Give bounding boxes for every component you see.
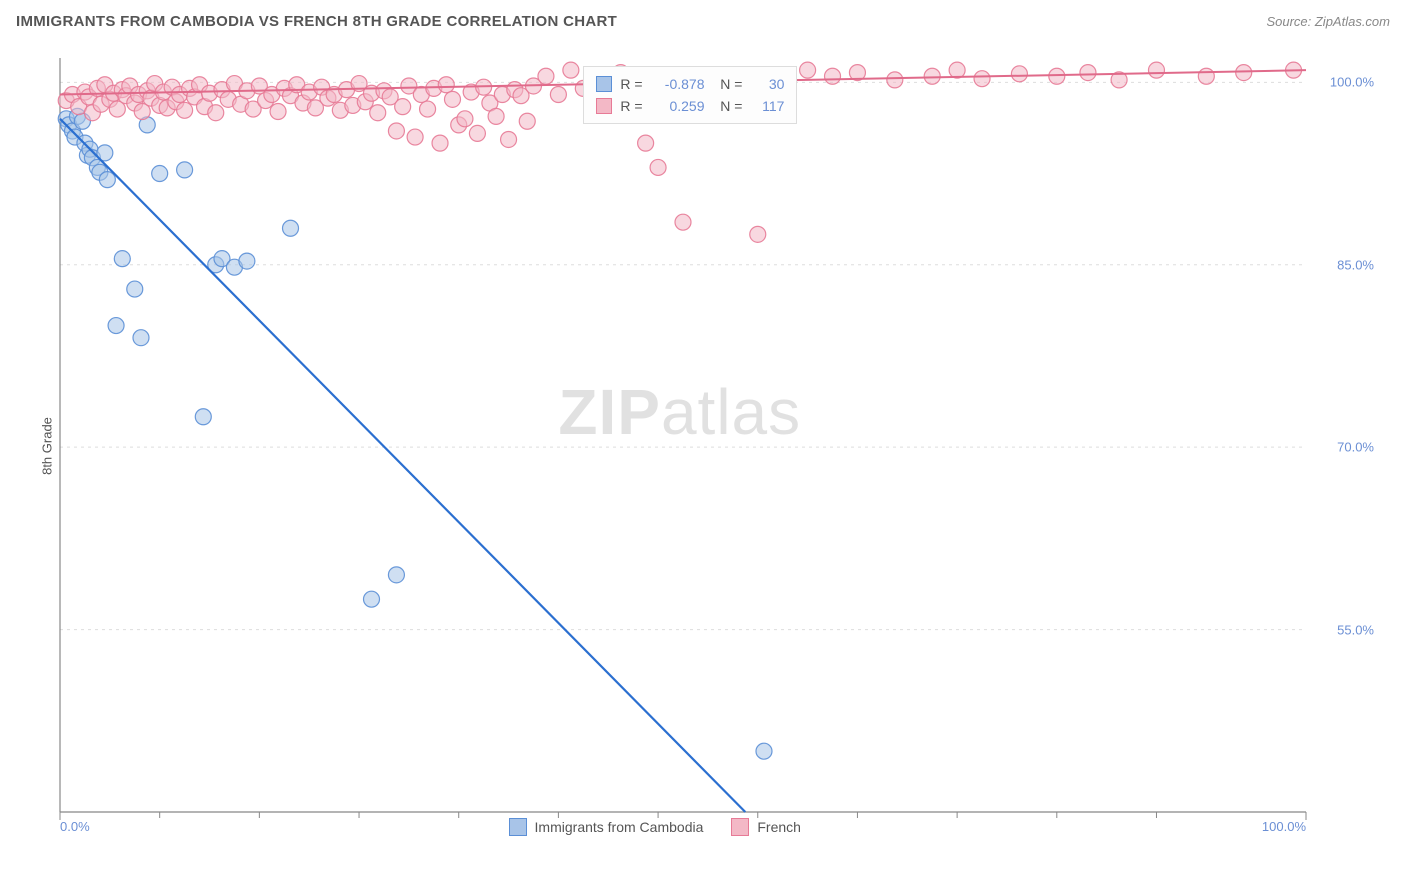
- chart-svg: [56, 48, 1380, 840]
- legend-row: R = -0.878 N = 30: [596, 73, 784, 95]
- r-label: R =: [620, 73, 642, 95]
- y-tick-label: 70.0%: [1337, 440, 1374, 455]
- n-label: N =: [713, 95, 743, 117]
- source-link[interactable]: ZipAtlas.com: [1315, 14, 1390, 29]
- legend-swatch: [731, 818, 749, 836]
- r-value: -0.878: [651, 73, 705, 95]
- legend-swatch: [596, 76, 612, 92]
- y-tick-label: 100.0%: [1330, 75, 1374, 90]
- r-value: 0.259: [651, 95, 705, 117]
- series-legend: Immigrants from Cambodia French: [509, 818, 801, 836]
- y-tick-label: 55.0%: [1337, 622, 1374, 637]
- y-tick-label: 85.0%: [1337, 257, 1374, 272]
- n-label: N =: [713, 73, 743, 95]
- series-label: French: [757, 819, 801, 835]
- legend-row: R = 0.259 N = 117: [596, 95, 784, 117]
- n-value: 30: [750, 73, 784, 95]
- source-prefix: Source:: [1266, 14, 1314, 29]
- y-axis-label: 8th Grade: [39, 417, 54, 475]
- n-value: 117: [750, 95, 784, 117]
- chart-source: Source: ZipAtlas.com: [1266, 14, 1390, 29]
- r-label: R =: [620, 95, 642, 117]
- x-tick-label: 0.0%: [60, 819, 90, 834]
- correlation-legend: R = -0.878 N = 30 R = 0.259 N = 117: [583, 66, 797, 124]
- chart-title: IMMIGRANTS FROM CAMBODIA VS FRENCH 8TH G…: [16, 13, 617, 30]
- scatter-plot: 55.0% 70.0% 85.0% 100.0% 0.0% 100.0%: [56, 48, 1380, 840]
- series-legend-item: French: [731, 818, 801, 836]
- x-tick-label: 100.0%: [1262, 819, 1306, 834]
- series-label: Immigrants from Cambodia: [535, 819, 704, 835]
- chart-header: IMMIGRANTS FROM CAMBODIA VS FRENCH 8TH G…: [0, 0, 1406, 42]
- legend-swatch: [596, 98, 612, 114]
- legend-swatch: [509, 818, 527, 836]
- series-legend-item: Immigrants from Cambodia: [509, 818, 704, 836]
